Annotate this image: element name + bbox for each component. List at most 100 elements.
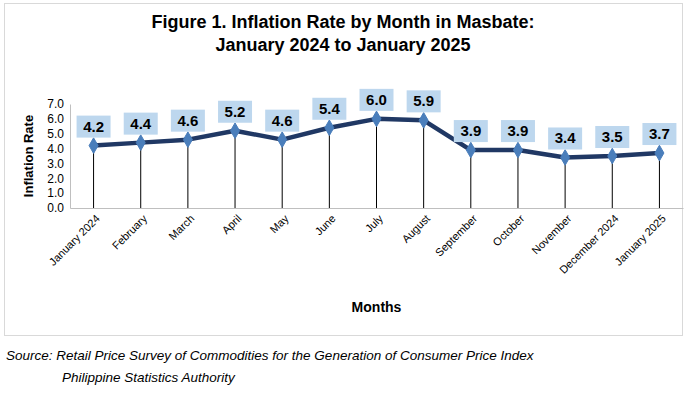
x-tick-label: July xyxy=(363,212,386,235)
data-label: 4.6 xyxy=(265,110,299,132)
data-label: 4.2 xyxy=(77,116,111,138)
marker xyxy=(325,120,334,136)
y-tick: 5.0 xyxy=(47,127,70,141)
data-label-box xyxy=(642,123,676,145)
marker xyxy=(183,132,192,148)
chart-frame xyxy=(5,4,683,336)
x-tick-label: April xyxy=(219,212,243,236)
title: January 2024 to January 2025 xyxy=(215,35,470,55)
data-label-text: 3.9 xyxy=(460,122,481,139)
x-tick-label: February xyxy=(110,212,150,252)
marker xyxy=(419,113,428,129)
data-label-text: 3.4 xyxy=(555,129,577,146)
data-label-text: 5.2 xyxy=(225,103,246,120)
chart: Figure 1. Inflation Rate by Month in Mas… xyxy=(0,0,687,393)
data-label-box xyxy=(595,126,629,148)
x-tick: July xyxy=(363,208,386,234)
data-label-box xyxy=(454,120,488,142)
x-tick: August xyxy=(399,208,432,245)
marker xyxy=(278,132,287,148)
data-label: 6.0 xyxy=(360,89,394,111)
marker xyxy=(655,145,664,161)
data-label: 3.9 xyxy=(454,120,488,142)
y-tick-label: 5.0 xyxy=(47,127,64,141)
data-label-box xyxy=(77,116,111,138)
drop-line xyxy=(282,140,283,208)
drop-line xyxy=(140,143,141,208)
x-tick-label: January 2024 xyxy=(46,212,102,268)
data-label-box xyxy=(501,120,535,142)
data-label-text: 3.7 xyxy=(649,125,670,142)
x-tick-label: December 2024 xyxy=(557,212,621,276)
x-tick-label: September xyxy=(433,212,480,259)
x-tick: October xyxy=(490,208,526,248)
data-label: 5.2 xyxy=(218,101,252,123)
data-labels: 4.2 4.4 4.6 5.2 4.6 5.4 6.0 5.9 3.9 3.9 3.4 3.5 3.7 xyxy=(77,89,677,150)
y-axis-title: Inflation Rate xyxy=(21,115,36,197)
drop-line xyxy=(376,119,377,208)
x-tick: March xyxy=(166,208,196,242)
data-label: 3.7 xyxy=(642,123,676,145)
drop-line xyxy=(93,146,94,208)
x-tick: December 2024 xyxy=(557,208,621,276)
x-axis: January 2024February March April May June Jul… xyxy=(46,208,683,276)
data-label-text: 5.4 xyxy=(319,100,341,117)
data-label: 4.4 xyxy=(124,113,158,135)
y-tick: 6.0 xyxy=(47,112,70,126)
title: Figure 1. Inflation Rate by Month in Mas… xyxy=(151,12,534,32)
x-tick: September xyxy=(433,208,480,259)
data-label: 5.9 xyxy=(407,90,441,112)
data-label-box xyxy=(360,89,394,111)
drop-line xyxy=(329,128,330,208)
y-tick: 3.0 xyxy=(47,157,70,171)
x-tick-label: January 2025 xyxy=(612,212,668,268)
data-label-text: 3.5 xyxy=(602,128,623,145)
x-axis-title: Months xyxy=(352,299,402,315)
y-tick-label: 6.0 xyxy=(47,112,64,126)
y-tick-label: 7.0 xyxy=(47,97,64,111)
data-label-text: 3.9 xyxy=(508,122,529,139)
x-tick: April xyxy=(219,208,243,236)
x-tick-label: May xyxy=(268,212,292,236)
y-tick-label: 1.0 xyxy=(47,186,64,200)
data-label-box xyxy=(407,90,441,112)
y-tick: 2.0 xyxy=(47,172,70,186)
marker xyxy=(231,123,240,139)
y-tick-label: 4.0 xyxy=(47,142,64,156)
x-tick-label: June xyxy=(312,212,337,237)
data-label-box xyxy=(312,98,346,120)
marker xyxy=(608,148,617,164)
data-label: 3.4 xyxy=(548,127,582,149)
x-tick: February xyxy=(110,208,150,252)
source-note: Philippine Statistics Authority xyxy=(62,370,236,385)
y-tick-label: 2.0 xyxy=(47,172,64,186)
y-tick-label: 0.0 xyxy=(47,201,64,215)
y-axis: 0.01.02.03.04.05.06.07.0 xyxy=(47,97,70,215)
data-label-box xyxy=(171,110,205,132)
x-axis-line xyxy=(71,208,684,209)
marker xyxy=(136,135,145,151)
data-label: 3.5 xyxy=(595,126,629,148)
x-tick: June xyxy=(312,208,337,238)
y-tick: 0.0 xyxy=(47,201,70,215)
source-note: Source: Retail Price Survey of Commoditi… xyxy=(6,348,535,363)
x-tick-label: October xyxy=(490,212,526,248)
x-tick: May xyxy=(268,208,292,235)
y-tick: 1.0 xyxy=(47,186,70,200)
marker xyxy=(372,111,381,127)
marker xyxy=(466,142,475,158)
y-tick: 7.0 xyxy=(47,97,70,111)
y-tick-label: 3.0 xyxy=(47,157,64,171)
x-tick-label: November xyxy=(529,212,574,257)
data-label: 4.6 xyxy=(171,110,205,132)
data-label-box xyxy=(218,101,252,123)
data-label-text: 6.0 xyxy=(366,91,387,108)
drop-line xyxy=(187,140,188,208)
data-label-box xyxy=(124,113,158,135)
y-tick: 4.0 xyxy=(47,142,70,156)
data-label-text: 4.6 xyxy=(177,112,198,129)
data-label-box xyxy=(265,110,299,132)
x-tick: January 2024 xyxy=(46,208,102,268)
x-tick-label: March xyxy=(166,212,196,242)
data-label-text: 4.4 xyxy=(130,115,152,132)
